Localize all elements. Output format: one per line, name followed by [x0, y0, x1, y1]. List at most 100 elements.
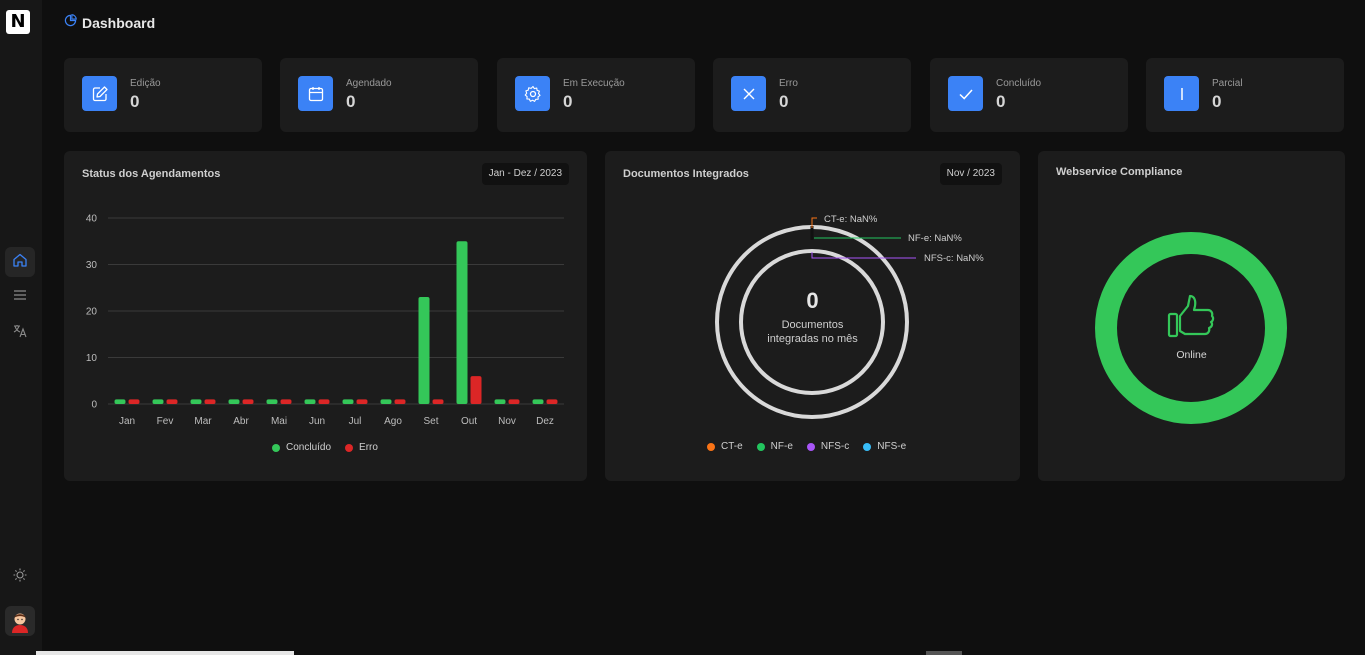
x-tick-label: Set [423, 416, 438, 427]
legend-label: CT-e [721, 441, 743, 452]
bar-concluido-out[interactable] [456, 241, 468, 404]
bar-concluido-ago[interactable] [380, 399, 392, 404]
stat-value: 0 [130, 92, 140, 111]
stat-card-agendado: Agendado 0 [280, 58, 478, 132]
theme-toggle-button[interactable] [5, 562, 35, 592]
x-tick-label: Mai [271, 416, 287, 427]
callout-label-nfsc: NFS-c: NaN% [924, 253, 984, 264]
documents-legend: CT-e NF-e NFS-c NFS-e [707, 441, 906, 452]
close-icon [731, 76, 766, 111]
stat-label: Concluído [996, 78, 1042, 89]
legend-item-concluido[interactable]: Concluído [272, 442, 331, 453]
x-tick-label: Out [461, 416, 477, 427]
bar-erro-jul[interactable] [356, 399, 368, 404]
edit-icon [82, 76, 117, 111]
legend-item-nfe[interactable]: NF-e [756, 441, 793, 452]
x-tick-label: Ago [384, 416, 402, 427]
x-tick-label: Jan [119, 416, 135, 427]
bar-erro-abr[interactable] [242, 399, 254, 404]
bar-erro-jun[interactable] [318, 399, 330, 404]
stat-value: 0 [779, 92, 789, 111]
panel-title: Webservice Compliance [1056, 166, 1183, 178]
stat-label: Parcial [1212, 78, 1243, 89]
documents-donut-chart [715, 217, 916, 419]
partial-icon [1164, 76, 1199, 111]
bar-erro-mar[interactable] [204, 399, 216, 404]
legend-item-nfsc[interactable]: NFS-c [806, 441, 849, 452]
bar-concluido-fev[interactable] [152, 399, 164, 404]
bar-erro-nov[interactable] [508, 399, 520, 404]
stat-card-edicao: Edição 0 [64, 58, 262, 132]
bar-concluido-mar[interactable] [190, 399, 202, 404]
legend-dot [756, 442, 765, 451]
legend-dot [345, 443, 354, 452]
bar-concluido-dez[interactable] [532, 399, 544, 404]
y-tick-label: 40 [86, 214, 98, 225]
x-tick-label: Jun [309, 416, 325, 427]
scroll-indicator [926, 651, 962, 655]
legend-dot [863, 442, 872, 451]
donut-inner-ring [739, 249, 885, 395]
bar-concluido-jun[interactable] [304, 399, 316, 404]
app-logo[interactable]: N [6, 10, 30, 34]
page-header: Dashboard [64, 14, 155, 32]
bar-erro-dez[interactable] [546, 399, 558, 404]
legend-item-erro[interactable]: Erro [345, 442, 378, 453]
sidebar: N [0, 0, 42, 655]
bar-concluido-jul[interactable] [342, 399, 354, 404]
stat-value: 0 [346, 92, 356, 111]
x-tick-label: Nov [498, 416, 516, 427]
documents-total: 0 [806, 288, 819, 313]
bar-concluido-jan[interactable] [114, 399, 126, 404]
stat-label: Agendado [346, 78, 392, 89]
sidebar-item-home[interactable] [5, 247, 35, 277]
translate-icon [12, 323, 28, 344]
x-tick-label: Jul [349, 416, 362, 427]
thumbs-up-icon [1167, 294, 1217, 345]
legend-dot [272, 443, 280, 452]
x-tick-label: Mar [194, 416, 212, 427]
x-tick-label: Dez [536, 416, 554, 427]
legend-label: Erro [359, 442, 378, 453]
period-badge[interactable]: Nov / 2023 [939, 163, 1002, 185]
y-tick-label: 0 [91, 400, 97, 411]
y-tick-label: 10 [86, 353, 98, 364]
stat-label: Em Execução [563, 78, 625, 89]
sun-icon [12, 567, 28, 588]
period-badge[interactable]: Jan - Dez / 2023 [481, 163, 569, 185]
legend-dot [806, 442, 815, 451]
bar-concluido-mai[interactable] [266, 399, 278, 404]
home-icon [12, 252, 28, 273]
bar-erro-ago[interactable] [394, 399, 406, 404]
webservice-status-text: Online [1176, 349, 1207, 361]
sidebar-item-menu[interactable] [5, 282, 35, 312]
bar-erro-jan[interactable] [128, 399, 140, 404]
webservice-status-ring [1095, 232, 1287, 424]
callout-line-cte [811, 217, 817, 228]
stat-label: Edição [130, 78, 161, 89]
stat-label: Erro [779, 78, 798, 89]
bar-concluido-set[interactable] [418, 297, 430, 404]
bar-chart: 0 10 20 30 40 Jan Fev Mar Abr Mai Jun Jul Ago Set Out N… [86, 214, 564, 427]
bar-erro-fev[interactable] [166, 399, 178, 404]
user-avatar[interactable] [5, 606, 35, 636]
callout-label-cte: CT-e: NaN% [824, 214, 878, 225]
horizontal-scrollbar[interactable] [36, 651, 294, 655]
stat-value: 0 [1212, 92, 1222, 111]
bar-erro-set[interactable] [432, 399, 444, 404]
legend-label: NFS-e [877, 441, 907, 452]
stat-card-erro: Erro 0 [713, 58, 911, 132]
stat-value: 0 [563, 92, 573, 111]
sidebar-item-language[interactable] [5, 318, 35, 348]
bar-erro-mai[interactable] [280, 399, 292, 404]
bar-concluido-nov[interactable] [494, 399, 506, 404]
menu-icon [12, 287, 28, 308]
legend-dot [707, 442, 715, 451]
bar-concluido-abr[interactable] [228, 399, 240, 404]
legend-item-cte[interactable]: CT-e [707, 441, 743, 452]
documents-panel: Documentos Integrados Nov / 2023 CT-e: N… [605, 151, 1020, 481]
y-tick-label: 20 [86, 307, 98, 318]
legend-item-nfse[interactable]: NFS-e [863, 441, 906, 452]
stat-value: 0 [996, 92, 1006, 111]
bar-erro-out[interactable] [470, 376, 482, 404]
